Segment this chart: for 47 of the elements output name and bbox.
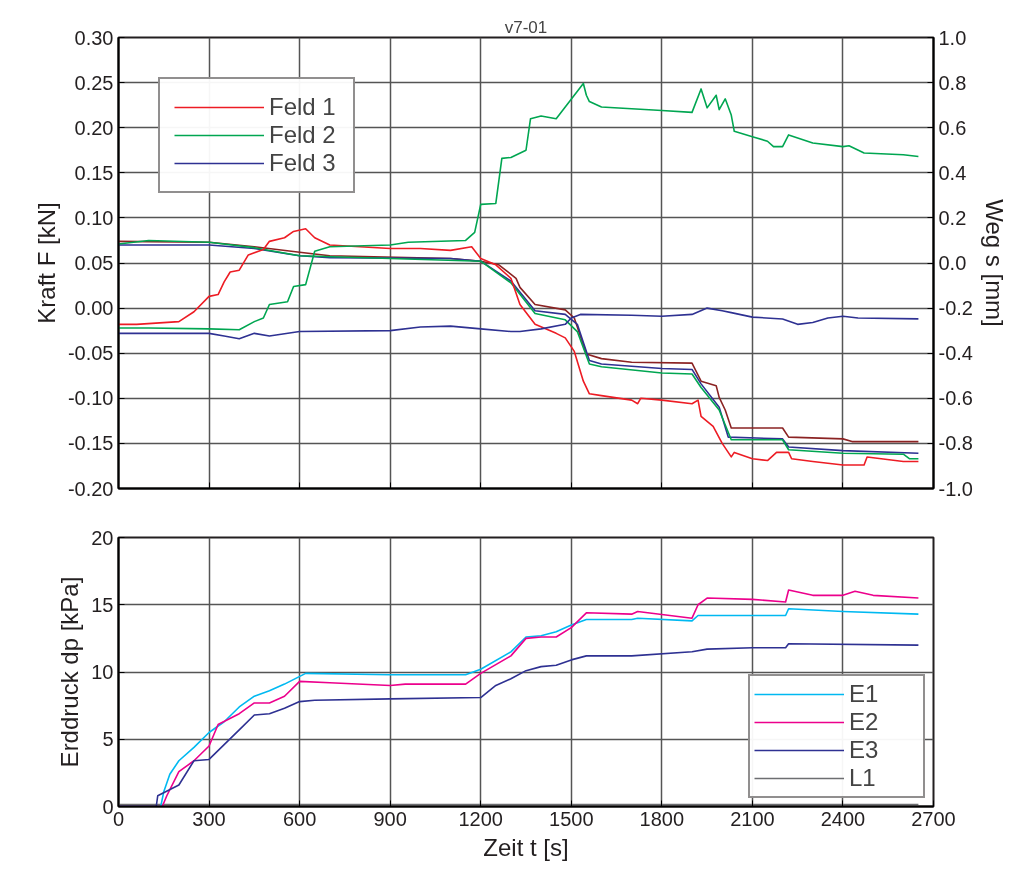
y2-tick-label: 0.8 — [938, 71, 967, 94]
y2-tick-label: -1.0 — [938, 477, 973, 500]
x-tick-label: 2700 — [911, 807, 956, 830]
x-tick-label: 900 — [373, 807, 407, 830]
y-tick-label: 0.10 — [74, 206, 114, 229]
x-axis-title: Zeit t [s] — [483, 833, 569, 861]
x-tick-label: 1500 — [549, 807, 594, 830]
y-tick-label: -0.10 — [67, 387, 114, 410]
y-tick-label: -0.20 — [67, 477, 114, 500]
y-axis-title: Kraft F [kN] — [32, 202, 60, 324]
x-tick-label: 1200 — [458, 807, 503, 830]
y-tick-label: 0.30 — [74, 26, 114, 49]
y-tick-label: 5 — [102, 728, 114, 751]
x-tick-label: 2100 — [730, 807, 775, 830]
y2-axis-title: Weg s [mm] — [980, 199, 1008, 327]
y-tick-label: 0.25 — [74, 71, 114, 94]
x-tick-label: 300 — [192, 807, 226, 830]
legend-label: E2 — [849, 708, 880, 736]
y-tick-label: 20 — [91, 526, 114, 549]
y2-tick-label: -0.6 — [938, 387, 973, 410]
y2-tick-label: 0.6 — [938, 116, 967, 139]
y-tick-label: 0.05 — [74, 252, 114, 274]
x-tick-label: 2400 — [820, 807, 866, 830]
y2-tick-label: -0.4 — [938, 342, 973, 365]
legend-label: Feld 1 — [269, 93, 337, 121]
y-tick-label: 0.20 — [74, 116, 114, 139]
legend-label: E3 — [849, 736, 880, 764]
y-tick-label: -0.15 — [67, 432, 114, 455]
y-axis-title: Erddruck dp [kPa] — [56, 576, 84, 768]
x-tick-label: 1800 — [639, 807, 685, 830]
y2-tick-label: 0.0 — [938, 252, 967, 274]
legend-label: Feld 2 — [269, 121, 337, 149]
chart-title: v7-01 — [504, 17, 548, 37]
y2-tick-label: 0.4 — [938, 161, 967, 184]
y-tick-label: 0.15 — [74, 161, 114, 184]
y-tick-label: -0.05 — [67, 342, 114, 365]
legend-label: E1 — [849, 680, 880, 708]
legend-label: L1 — [849, 764, 877, 792]
y2-tick-label: -0.8 — [938, 432, 973, 455]
y-tick-label: 0.00 — [74, 297, 114, 320]
legend-label: Feld 3 — [269, 149, 337, 177]
y-tick-label: 10 — [91, 661, 114, 683]
y2-tick-label: 1.0 — [938, 26, 967, 49]
x-tick-label: 600 — [282, 807, 317, 830]
y2-tick-label: -0.2 — [938, 297, 973, 320]
y-tick-label: 15 — [91, 593, 114, 616]
y2-tick-label: 0.2 — [938, 206, 967, 229]
